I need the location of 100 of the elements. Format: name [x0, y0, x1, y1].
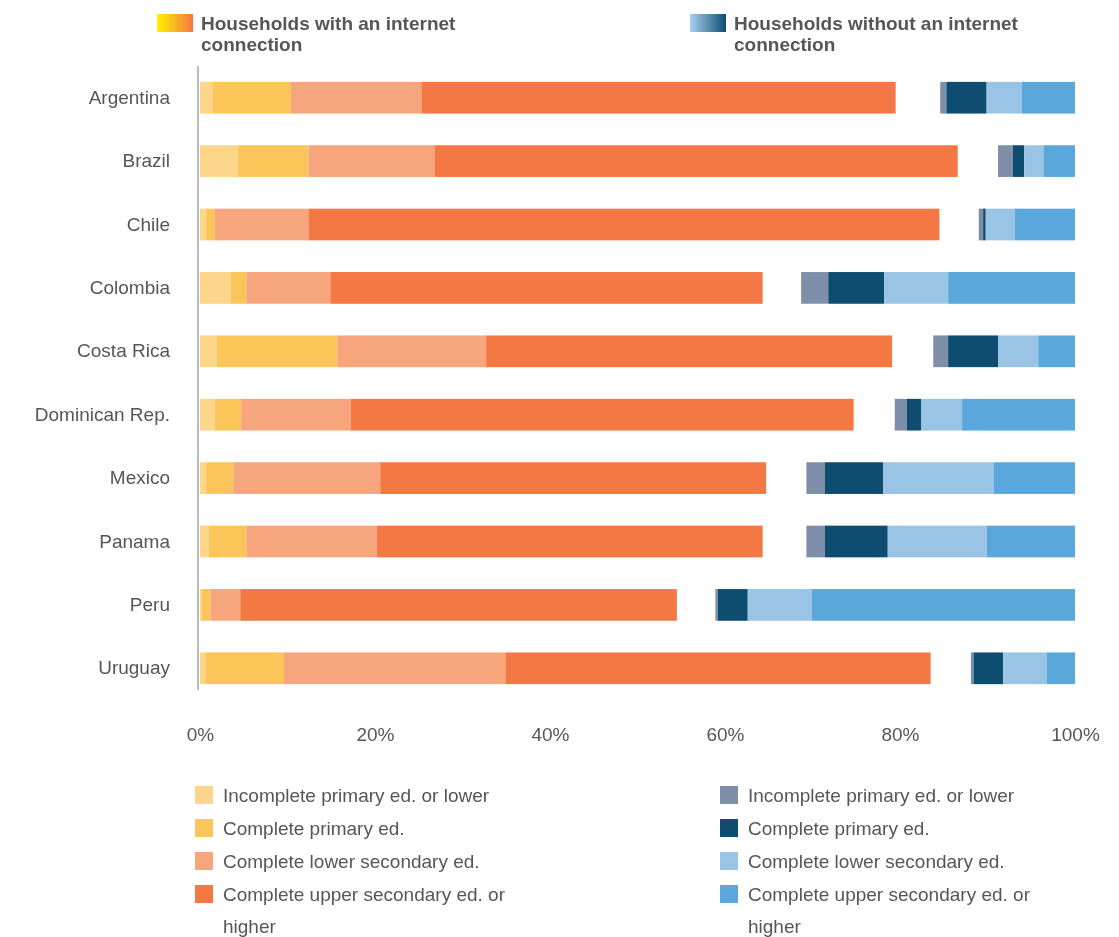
bar [921, 398, 963, 431]
y-tick-label: Mexico [109, 467, 170, 489]
bar [993, 462, 1075, 494]
bar [308, 145, 435, 177]
text: Households with an internet connection [201, 13, 457, 55]
x-tick-label: 0% [186, 724, 215, 746]
legend-label: Complete primary ed. [748, 818, 930, 839]
legend-label: Complete upper secondary ed. or higher [223, 884, 506, 937]
y-tick-label: Dominican Rep. [34, 403, 170, 425]
bar [308, 208, 940, 241]
bar [205, 652, 284, 685]
x-tick-label: 100% [1051, 724, 1100, 746]
bar [907, 398, 921, 431]
bar [806, 462, 825, 494]
bar [1038, 335, 1075, 368]
bar [718, 589, 748, 621]
legend-label: Complete lower secondary ed. [748, 851, 1005, 872]
y-tick-label: Panama [99, 530, 171, 552]
bar [206, 208, 215, 241]
bar [962, 398, 1075, 431]
y-tick-label: Peru [129, 593, 170, 615]
bar [973, 652, 1004, 685]
bar [237, 145, 309, 177]
bar [241, 398, 351, 431]
bar [983, 208, 986, 241]
bar [214, 208, 309, 241]
bar [946, 81, 987, 114]
bar [200, 208, 207, 241]
legend-label: Complete upper secondary ed. or higher [748, 884, 1031, 937]
bar [200, 462, 207, 494]
x-tick-label: 40% [531, 724, 570, 746]
bar [212, 81, 291, 114]
bar [214, 398, 242, 431]
bar [376, 525, 763, 558]
y-tick-label: Costa Rica [77, 340, 171, 362]
bar [883, 462, 994, 494]
bar [284, 652, 506, 685]
bar [1003, 652, 1047, 685]
x-tick-label: 80% [881, 724, 920, 746]
bar [337, 335, 487, 368]
bar [240, 589, 677, 621]
bar [715, 589, 718, 621]
bar [824, 525, 888, 558]
bar [1012, 145, 1025, 177]
bar [200, 525, 209, 558]
bar [246, 525, 377, 558]
bar [824, 462, 884, 494]
legend-label: Incomplete primary ed. or lower [223, 785, 490, 806]
bar [933, 335, 949, 368]
bar [200, 335, 217, 368]
bar [200, 81, 213, 114]
bar [291, 81, 422, 114]
bar [201, 589, 211, 621]
bar [350, 398, 854, 431]
bar [200, 145, 238, 177]
bar [505, 652, 931, 685]
bar [421, 81, 896, 114]
bar [210, 589, 241, 621]
bar [230, 272, 247, 304]
bar [216, 335, 338, 368]
bar [208, 525, 247, 558]
bar [894, 398, 907, 431]
bar [1014, 208, 1075, 241]
bar [1047, 652, 1075, 685]
bar [1024, 145, 1044, 177]
bar [811, 589, 1075, 621]
y-tick-label: Argentina [88, 86, 171, 108]
legend-label: Incomplete primary ed. or lower [748, 785, 1015, 806]
bar [200, 652, 206, 685]
bar [747, 589, 812, 621]
bar [887, 525, 987, 558]
y-tick-label: Uruguay [98, 657, 171, 679]
x-tick-label: 60% [706, 724, 745, 746]
bar [200, 398, 215, 431]
y-tick-label: Colombia [89, 276, 171, 298]
bar [330, 272, 763, 304]
bar [998, 145, 1013, 177]
bar [940, 81, 947, 114]
bar [246, 272, 331, 304]
bar [986, 81, 1022, 114]
y-tick-label: Brazil [122, 150, 170, 172]
bar [1021, 81, 1075, 114]
bar [206, 462, 234, 494]
x-tick-label: 20% [356, 724, 395, 746]
bar [970, 652, 974, 685]
bar [828, 272, 885, 304]
legend-label: Complete primary ed. [223, 818, 405, 839]
bar [380, 462, 767, 494]
bar [434, 145, 958, 177]
bar [1043, 145, 1075, 177]
bar [233, 462, 381, 494]
bar [884, 272, 949, 304]
bar [986, 525, 1075, 558]
bar [486, 335, 893, 368]
bar [948, 272, 1075, 304]
bar [985, 208, 1015, 241]
y-tick-label: Chile [126, 213, 170, 235]
bar [200, 272, 231, 304]
bar [948, 335, 998, 368]
bar [998, 335, 1039, 368]
